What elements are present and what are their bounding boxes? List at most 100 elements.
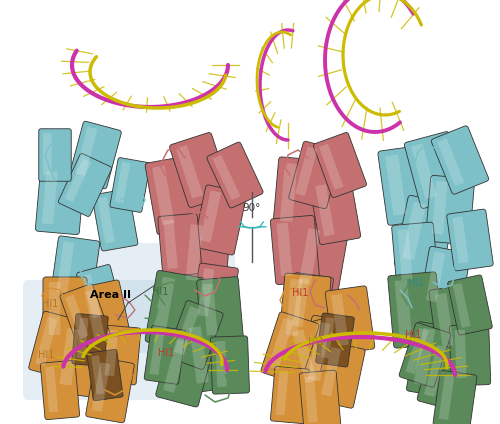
FancyBboxPatch shape — [316, 313, 354, 367]
FancyBboxPatch shape — [406, 322, 464, 398]
FancyBboxPatch shape — [87, 349, 123, 401]
FancyBboxPatch shape — [52, 322, 108, 398]
FancyBboxPatch shape — [92, 363, 110, 412]
FancyBboxPatch shape — [308, 322, 330, 381]
FancyBboxPatch shape — [292, 329, 316, 383]
FancyBboxPatch shape — [156, 333, 214, 407]
FancyBboxPatch shape — [314, 132, 366, 198]
FancyBboxPatch shape — [153, 277, 175, 336]
FancyBboxPatch shape — [270, 215, 320, 285]
FancyBboxPatch shape — [304, 377, 318, 423]
FancyBboxPatch shape — [84, 290, 105, 342]
FancyBboxPatch shape — [60, 284, 110, 346]
FancyBboxPatch shape — [182, 317, 238, 393]
FancyBboxPatch shape — [68, 121, 122, 189]
FancyBboxPatch shape — [158, 213, 202, 276]
Text: HI1: HI1 — [42, 299, 58, 309]
FancyBboxPatch shape — [36, 165, 84, 234]
FancyBboxPatch shape — [447, 209, 493, 271]
FancyBboxPatch shape — [276, 371, 288, 415]
FancyBboxPatch shape — [276, 223, 292, 276]
FancyBboxPatch shape — [432, 181, 448, 234]
FancyBboxPatch shape — [23, 280, 163, 400]
FancyBboxPatch shape — [92, 355, 104, 394]
FancyBboxPatch shape — [402, 202, 426, 260]
FancyBboxPatch shape — [325, 286, 375, 354]
Text: HI1: HI1 — [152, 287, 168, 297]
FancyBboxPatch shape — [202, 284, 218, 335]
FancyBboxPatch shape — [433, 371, 477, 424]
FancyBboxPatch shape — [200, 191, 221, 243]
FancyBboxPatch shape — [299, 370, 341, 424]
FancyBboxPatch shape — [76, 127, 98, 176]
FancyBboxPatch shape — [420, 246, 470, 314]
FancyBboxPatch shape — [279, 273, 331, 347]
FancyBboxPatch shape — [150, 330, 164, 375]
FancyBboxPatch shape — [426, 252, 445, 302]
FancyBboxPatch shape — [104, 330, 118, 376]
Text: HI1: HI1 — [38, 350, 54, 360]
FancyBboxPatch shape — [186, 224, 202, 281]
FancyBboxPatch shape — [78, 280, 132, 350]
FancyBboxPatch shape — [261, 312, 319, 384]
FancyBboxPatch shape — [56, 241, 74, 293]
FancyBboxPatch shape — [286, 279, 302, 336]
FancyBboxPatch shape — [98, 197, 114, 243]
FancyBboxPatch shape — [315, 342, 365, 408]
FancyBboxPatch shape — [438, 139, 464, 186]
FancyBboxPatch shape — [322, 347, 341, 396]
FancyBboxPatch shape — [95, 243, 235, 353]
FancyBboxPatch shape — [399, 323, 451, 387]
FancyBboxPatch shape — [43, 133, 52, 175]
FancyBboxPatch shape — [72, 314, 108, 366]
FancyBboxPatch shape — [299, 229, 320, 285]
FancyBboxPatch shape — [176, 145, 203, 198]
FancyBboxPatch shape — [412, 144, 436, 199]
Text: HI1: HI1 — [408, 278, 424, 288]
FancyBboxPatch shape — [300, 315, 360, 395]
FancyBboxPatch shape — [296, 147, 318, 196]
FancyBboxPatch shape — [453, 283, 470, 328]
FancyBboxPatch shape — [286, 318, 344, 392]
FancyBboxPatch shape — [92, 189, 138, 251]
Text: 90°: 90° — [243, 203, 261, 213]
FancyBboxPatch shape — [60, 328, 79, 385]
FancyBboxPatch shape — [320, 317, 334, 358]
FancyBboxPatch shape — [310, 176, 360, 245]
FancyBboxPatch shape — [280, 163, 297, 222]
FancyBboxPatch shape — [429, 285, 481, 355]
FancyBboxPatch shape — [110, 158, 150, 212]
FancyBboxPatch shape — [164, 220, 177, 269]
FancyBboxPatch shape — [86, 357, 134, 423]
FancyBboxPatch shape — [388, 272, 442, 348]
Text: HI1: HI1 — [292, 288, 308, 298]
FancyBboxPatch shape — [404, 131, 466, 208]
FancyBboxPatch shape — [194, 185, 246, 255]
FancyBboxPatch shape — [40, 360, 80, 420]
FancyBboxPatch shape — [450, 324, 490, 386]
FancyBboxPatch shape — [99, 325, 141, 385]
FancyBboxPatch shape — [417, 339, 473, 410]
FancyBboxPatch shape — [212, 155, 240, 200]
FancyBboxPatch shape — [210, 336, 250, 394]
FancyBboxPatch shape — [292, 222, 348, 298]
FancyBboxPatch shape — [385, 155, 406, 215]
FancyBboxPatch shape — [167, 301, 223, 369]
FancyBboxPatch shape — [76, 318, 88, 359]
FancyBboxPatch shape — [331, 294, 349, 346]
FancyBboxPatch shape — [452, 217, 468, 263]
FancyBboxPatch shape — [179, 219, 231, 291]
FancyBboxPatch shape — [58, 153, 112, 217]
FancyBboxPatch shape — [66, 295, 88, 339]
FancyBboxPatch shape — [198, 268, 214, 316]
FancyBboxPatch shape — [196, 276, 244, 343]
FancyBboxPatch shape — [36, 317, 58, 366]
FancyBboxPatch shape — [378, 145, 438, 225]
FancyBboxPatch shape — [145, 156, 205, 234]
FancyBboxPatch shape — [319, 144, 344, 190]
FancyBboxPatch shape — [394, 280, 412, 339]
FancyBboxPatch shape — [82, 274, 102, 318]
Text: HI1: HI1 — [308, 337, 324, 347]
FancyBboxPatch shape — [288, 141, 342, 209]
Text: HI1: HI1 — [405, 330, 421, 340]
